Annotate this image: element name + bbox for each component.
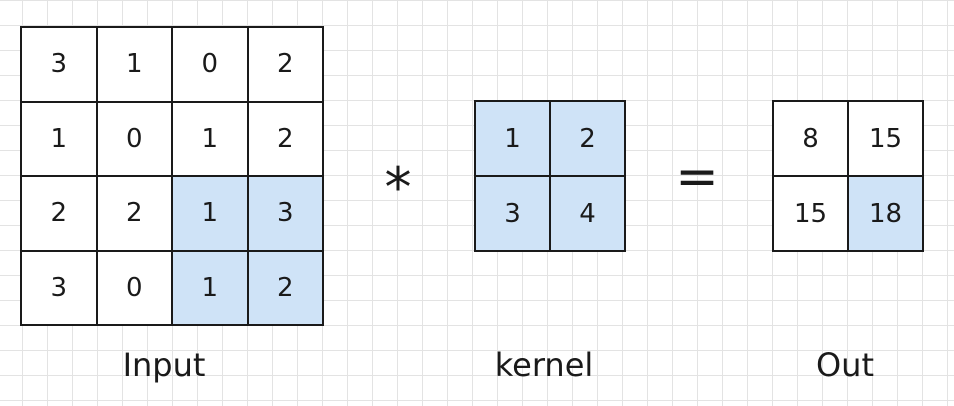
kernel-cell: 3 <box>476 177 551 252</box>
kernel-label: kernel <box>494 346 594 384</box>
input-cell: 2 <box>97 177 173 252</box>
input-cell: 3 <box>22 251 98 326</box>
out-cell: 15 <box>774 177 849 252</box>
input-cell: 1 <box>173 102 249 177</box>
input-cell: 1 <box>22 102 98 177</box>
input-cell: 1 <box>173 251 249 326</box>
equals-operator: = <box>675 147 719 207</box>
out-cell: 8 <box>774 102 849 177</box>
out-cell: 18 <box>849 177 924 252</box>
input-cell: 2 <box>248 28 324 103</box>
input-cell: 2 <box>248 102 324 177</box>
multiply-operator: * <box>384 156 412 219</box>
input-cell: 1 <box>173 177 249 252</box>
input-label: Input <box>122 346 206 384</box>
input-cell: 0 <box>97 251 173 326</box>
input-cell: 3 <box>248 177 324 252</box>
input-cell: 3 <box>22 28 98 103</box>
kernel-cell: 2 <box>551 102 626 177</box>
kernel-cell: 4 <box>551 177 626 252</box>
input-cell: 1 <box>97 28 173 103</box>
input-cell: 0 <box>97 102 173 177</box>
out-cell: 15 <box>849 102 924 177</box>
out-matrix: 8 15 15 18 <box>772 100 924 252</box>
out-label: Out <box>815 346 875 384</box>
input-cell: 2 <box>22 177 98 252</box>
input-cell: 0 <box>173 28 249 103</box>
input-cell: 2 <box>248 251 324 326</box>
kernel-cell: 1 <box>476 102 551 177</box>
